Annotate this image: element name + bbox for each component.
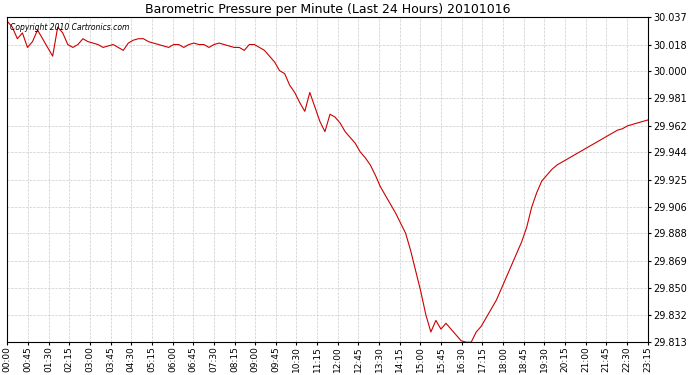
Text: Copyright 2010 Cartronics.com: Copyright 2010 Cartronics.com — [10, 24, 130, 33]
Title: Barometric Pressure per Minute (Last 24 Hours) 20101016: Barometric Pressure per Minute (Last 24 … — [145, 3, 510, 16]
